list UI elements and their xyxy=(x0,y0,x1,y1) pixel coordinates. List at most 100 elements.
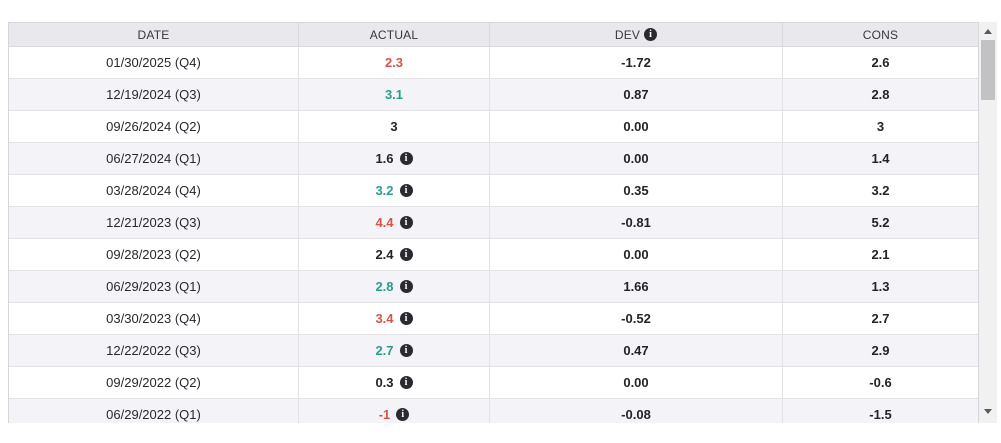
table-row: 09/28/2023 (Q2) 2.4 i 0.00 2.1 xyxy=(9,239,978,271)
column-header-date: DATE xyxy=(9,23,299,46)
table-row: 09/26/2024 (Q2) 3 0.00 3 xyxy=(9,111,978,143)
info-icon[interactable]: i xyxy=(399,344,413,357)
actual-cell: 2.4 i xyxy=(299,239,490,270)
release-date: 12/21/2023 (Q3) xyxy=(106,215,201,230)
actual-cell: 2.3 xyxy=(299,47,490,78)
consensus-value: 1.4 xyxy=(871,151,890,166)
column-header-label: ACTUAL xyxy=(369,27,419,42)
consensus-value: 2.7 xyxy=(871,311,890,326)
release-date: 12/19/2024 (Q3) xyxy=(106,87,201,102)
actual-value: 2.4 xyxy=(375,247,394,262)
date-cell: 06/29/2023 (Q1) xyxy=(9,271,299,302)
actual-cell: 2.8 i xyxy=(299,271,490,302)
actual-value: 2.3 xyxy=(384,55,404,70)
table-row: 06/27/2024 (Q1) 1.6 i 0.00 1.4 xyxy=(9,143,978,175)
column-header-label: CONS xyxy=(862,27,899,42)
actual-value: -1 xyxy=(378,407,391,422)
dev-cell: 0.00 xyxy=(490,367,783,398)
date-cell: 12/22/2022 (Q3) xyxy=(9,335,299,366)
column-header-dev: DEV i xyxy=(490,23,783,46)
info-icon[interactable]: i xyxy=(399,216,413,229)
scroll-up-arrow-icon[interactable] xyxy=(984,29,992,34)
consensus-value: 1.3 xyxy=(871,279,890,294)
dev-cell: -0.81 xyxy=(490,207,783,238)
history-table: DATE ACTUAL DEV i CONS 01/30/2025 (Q4) 2.3 -… xyxy=(8,22,979,423)
cons-cell: -1.5 xyxy=(783,399,978,423)
cons-cell: -0.6 xyxy=(783,367,978,398)
actual-cell: 3.4 i xyxy=(299,303,490,334)
date-cell: 06/29/2022 (Q1) xyxy=(9,399,299,423)
info-icon[interactable]: i xyxy=(644,28,658,41)
info-icon[interactable]: i xyxy=(396,408,410,421)
dev-cell: 0.47 xyxy=(490,335,783,366)
column-header-label: DEV xyxy=(614,27,641,42)
dev-cell: 0.00 xyxy=(490,111,783,142)
date-cell: 09/28/2023 (Q2) xyxy=(9,239,299,270)
cons-cell: 2.6 xyxy=(783,47,978,78)
actual-cell: 1.6 i xyxy=(299,143,490,174)
dev-cell: -0.08 xyxy=(490,399,783,423)
consensus-value: 2.1 xyxy=(871,247,890,262)
date-cell: 12/21/2023 (Q3) xyxy=(9,207,299,238)
deviation-value: 0.00 xyxy=(623,375,649,390)
consensus-value: 3 xyxy=(876,119,885,134)
deviation-value: 0.00 xyxy=(623,151,649,166)
info-icon[interactable]: i xyxy=(399,184,413,197)
cons-cell: 2.8 xyxy=(783,79,978,110)
deviation-value: 0.87 xyxy=(623,87,649,102)
scrollbar-thumb[interactable] xyxy=(981,40,995,100)
cons-cell: 2.7 xyxy=(783,303,978,334)
release-date: 06/29/2022 (Q1) xyxy=(106,407,201,422)
table-row: 12/21/2023 (Q3) 4.4 i -0.81 5.2 xyxy=(9,207,978,239)
table-row: 12/22/2022 (Q3) 2.7 i 0.47 2.9 xyxy=(9,335,978,367)
cons-cell: 2.1 xyxy=(783,239,978,270)
consensus-value: 2.8 xyxy=(871,87,890,102)
actual-value: 0.3 xyxy=(375,375,394,390)
table-row: 01/30/2025 (Q4) 2.3 -1.72 2.6 xyxy=(9,47,978,79)
info-icon[interactable]: i xyxy=(399,280,413,293)
release-date: 09/28/2023 (Q2) xyxy=(106,247,201,262)
column-header-cons: CONS xyxy=(783,23,978,46)
deviation-value: -0.52 xyxy=(621,311,651,326)
release-date: 06/29/2023 (Q1) xyxy=(106,279,201,294)
date-cell: 09/26/2024 (Q2) xyxy=(9,111,299,142)
deviation-value: -1.72 xyxy=(621,55,651,70)
dev-cell: 0.35 xyxy=(490,175,783,206)
info-icon[interactable]: i xyxy=(399,248,413,261)
actual-cell: 0.3 i xyxy=(299,367,490,398)
release-date: 09/26/2024 (Q2) xyxy=(106,119,201,134)
consensus-value: -0.6 xyxy=(869,375,892,390)
actual-cell: 4.4 i xyxy=(299,207,490,238)
date-cell: 03/30/2023 (Q4) xyxy=(9,303,299,334)
table-header-row: DATE ACTUAL DEV i CONS xyxy=(9,23,978,47)
info-icon[interactable]: i xyxy=(399,376,413,389)
release-date: 09/29/2022 (Q2) xyxy=(106,375,201,390)
date-cell: 12/19/2024 (Q3) xyxy=(9,79,299,110)
table-body: 01/30/2025 (Q4) 2.3 -1.72 2.6 12/19/2024… xyxy=(9,47,978,423)
actual-cell: 3 xyxy=(299,111,490,142)
actual-value: 3 xyxy=(390,119,398,134)
vertical-scrollbar[interactable] xyxy=(979,22,997,423)
consensus-value: -1.5 xyxy=(869,407,892,422)
deviation-value: 1.66 xyxy=(623,279,649,294)
date-cell: 03/28/2024 (Q4) xyxy=(9,175,299,206)
info-icon[interactable]: i xyxy=(399,152,413,165)
column-header-label: DATE xyxy=(137,27,170,42)
actual-value: 1.6 xyxy=(375,151,394,166)
actual-value: 3.2 xyxy=(375,183,394,198)
table-row: 12/19/2024 (Q3) 3.1 0.87 2.8 xyxy=(9,79,978,111)
cons-cell: 3 xyxy=(783,111,978,142)
consensus-value: 5.2 xyxy=(871,215,890,230)
table-row: 03/28/2024 (Q4) 3.2 i 0.35 3.2 xyxy=(9,175,978,207)
cons-cell: 1.3 xyxy=(783,271,978,302)
table-row: 06/29/2022 (Q1) -1 i -0.08 -1.5 xyxy=(9,399,978,423)
cons-cell: 1.4 xyxy=(783,143,978,174)
dev-cell: -0.52 xyxy=(490,303,783,334)
scroll-down-arrow-icon[interactable] xyxy=(984,409,992,414)
dev-cell: 0.87 xyxy=(490,79,783,110)
actual-value: 2.7 xyxy=(375,343,394,358)
date-cell: 09/29/2022 (Q2) xyxy=(9,367,299,398)
table-row: 09/29/2022 (Q2) 0.3 i 0.00 -0.6 xyxy=(9,367,978,399)
consensus-value: 3.2 xyxy=(871,183,890,198)
info-icon[interactable]: i xyxy=(399,312,413,325)
